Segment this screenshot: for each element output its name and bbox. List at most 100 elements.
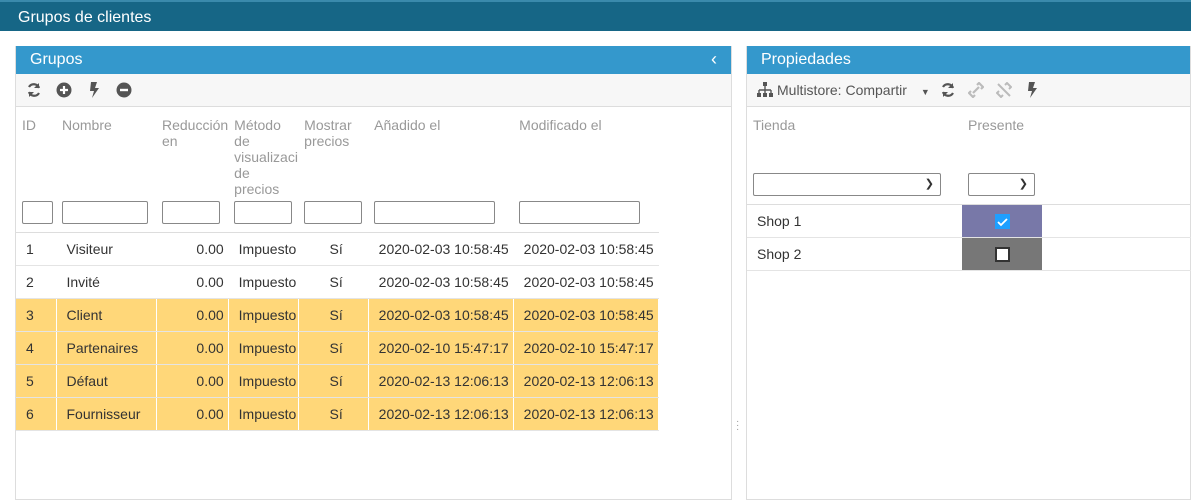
cell-name: Visiteur xyxy=(56,232,157,266)
properties-toolbar: Multistore: Compartir ▼ xyxy=(747,74,1190,107)
cell-reduction: 0.00 xyxy=(156,232,229,266)
groups-panel-header: Grupos ‹ xyxy=(16,46,731,74)
cell-shop: Shop 2 xyxy=(747,237,962,271)
cell-show-prices: Sí xyxy=(298,232,369,266)
cell-price-method: Impuesto i xyxy=(228,397,299,431)
col-shop[interactable]: Tienda xyxy=(753,117,796,133)
table-row[interactable]: 1 Visiteur 0.00 Impuesto i Sí 2020-02-03 10:5… xyxy=(16,232,659,266)
table-row[interactable]: 2 Invité 0.00 Impuesto i Sí 2020-02-03 10:58:… xyxy=(16,265,659,299)
cell-modified: 2020-02-03 10:58:45 xyxy=(513,232,659,266)
checkbox-checked[interactable] xyxy=(994,214,1010,230)
chevron-down-icon: ❯ xyxy=(1018,178,1028,190)
col-modified[interactable]: Modificado el xyxy=(519,117,602,133)
cell-modified: 2020-02-03 10:58:45 xyxy=(513,298,659,332)
cell-id: 2 xyxy=(16,265,57,299)
col-added[interactable]: Añadido el xyxy=(374,117,441,133)
groups-panel: Grupos ‹ ID Nombre Reducción en Método d… xyxy=(15,46,732,500)
cell-id: 1 xyxy=(16,232,57,266)
cell-name: Défaut xyxy=(56,364,157,398)
cell-show-prices: Sí xyxy=(298,331,369,365)
filter-name[interactable] xyxy=(62,201,148,224)
filter-shop-select[interactable]: ❯ xyxy=(753,173,941,196)
cell-added: 2020-02-03 10:58:45 xyxy=(368,265,514,299)
cell-show-prices: Sí xyxy=(298,265,369,299)
caret-down-icon: ▼ xyxy=(920,87,930,97)
cell-shop: Shop 1 xyxy=(747,204,962,238)
cell-name: Fournisseur xyxy=(56,397,157,431)
splitter-handle[interactable]: · · · xyxy=(736,416,740,435)
unlink-icon[interactable] xyxy=(994,80,1014,100)
refresh-icon[interactable] xyxy=(938,80,958,100)
collapse-icon[interactable]: ‹ xyxy=(711,49,717,69)
table-row[interactable]: Shop 2 xyxy=(747,237,1191,271)
bolt-icon[interactable] xyxy=(84,80,104,100)
filter-modified[interactable] xyxy=(519,201,641,224)
col-reduction[interactable]: Reducción en xyxy=(162,117,229,149)
table-row[interactable]: 5 Défaut 0.00 Impuesto i Sí 2020-02-13 12:06:… xyxy=(16,364,659,398)
cell-added: 2020-02-03 10:58:45 xyxy=(368,232,514,266)
filter-present-select[interactable]: ❯ xyxy=(968,173,1035,196)
cell-price-method: Impuesto i xyxy=(228,331,299,365)
col-name[interactable]: Nombre xyxy=(62,117,112,133)
checkbox-unchecked[interactable] xyxy=(994,247,1010,263)
cell-id: 6 xyxy=(16,397,57,431)
cell-show-prices: Sí xyxy=(298,364,369,398)
col-show-prices[interactable]: Mostrar precios xyxy=(304,117,352,149)
table-row[interactable]: 3 Client 0.00 Impuesto i Sí 2020-02-03 10:58:… xyxy=(16,298,659,332)
cell-name: Client xyxy=(56,298,157,332)
cell-name: Partenaires xyxy=(56,331,157,365)
multistore-label: Multistore: Compartir xyxy=(777,82,907,98)
cell-id: 3 xyxy=(16,298,57,332)
filter-show-prices[interactable] xyxy=(304,201,363,224)
cell-name: Invité xyxy=(56,265,157,299)
cell-price-method: Impuesto i xyxy=(228,298,299,332)
cell-id: 4 xyxy=(16,331,57,365)
cell-added: 2020-02-13 12:06:13 xyxy=(368,397,514,431)
refresh-icon[interactable] xyxy=(24,80,44,100)
groups-table: ID Nombre Reducción en Método de visuali… xyxy=(16,107,659,431)
shops-table: Tienda Presente ❯ ❯ Shop 1 Shop 2 xyxy=(747,107,1191,271)
cell-modified: 2020-02-10 15:47:17 xyxy=(513,331,659,365)
cell-reduction: 0.00 xyxy=(156,331,229,365)
cell-show-prices: Sí xyxy=(298,397,369,431)
cell-modified: 2020-02-03 10:58:45 xyxy=(513,265,659,299)
col-present[interactable]: Presente xyxy=(968,117,1025,133)
link-icon[interactable] xyxy=(966,80,986,100)
properties-panel: Propiedades Multistore: Compartir ▼ Tien… xyxy=(746,46,1191,500)
table-row[interactable]: Shop 1 xyxy=(747,204,1191,238)
cell-reduction: 0.00 xyxy=(156,397,229,431)
table-row[interactable]: 6 Fournisseur 0.00 Impuesto i Sí 2020-02-13 1… xyxy=(16,397,659,431)
cell-present xyxy=(962,237,1042,271)
cell-added: 2020-02-10 15:47:17 xyxy=(368,331,514,365)
col-id[interactable]: ID xyxy=(22,117,36,133)
cell-modified: 2020-02-13 12:06:13 xyxy=(513,397,659,431)
bolt-icon[interactable] xyxy=(1022,80,1042,100)
cell-added: 2020-02-13 12:06:13 xyxy=(368,364,514,398)
table-row[interactable]: 4 Partenaires 0.00 Impuesto i Sí 2020-02-10 1… xyxy=(16,331,659,365)
cell-id: 5 xyxy=(16,364,57,398)
cell-price-method: Impuesto i xyxy=(228,265,299,299)
filter-reduction[interactable] xyxy=(162,201,220,224)
properties-panel-title: Propiedades xyxy=(761,51,851,68)
cell-modified: 2020-02-13 12:06:13 xyxy=(513,364,659,398)
remove-icon[interactable] xyxy=(114,80,134,100)
window-title: Grupos de clientes xyxy=(0,0,1191,31)
cell-price-method: Impuesto i xyxy=(228,232,299,266)
cell-present xyxy=(962,204,1042,238)
add-icon[interactable] xyxy=(54,80,74,100)
cell-reduction: 0.00 xyxy=(156,265,229,299)
cell-reduction: 0.00 xyxy=(156,298,229,332)
cell-added: 2020-02-03 10:58:45 xyxy=(368,298,514,332)
groups-panel-title: Grupos xyxy=(30,51,83,68)
filter-added[interactable] xyxy=(374,201,496,224)
col-price-method[interactable]: Método de visualizació de precios xyxy=(234,117,298,197)
cell-reduction: 0.00 xyxy=(156,364,229,398)
sitemap-icon xyxy=(755,80,775,100)
multistore-dropdown[interactable]: Multistore: Compartir ▼ xyxy=(777,82,930,98)
cell-show-prices: Sí xyxy=(298,298,369,332)
filter-id[interactable] xyxy=(22,201,53,224)
chevron-down-icon: ❯ xyxy=(924,178,934,190)
cell-price-method: Impuesto i xyxy=(228,364,299,398)
groups-toolbar xyxy=(16,74,731,107)
filter-price-method[interactable] xyxy=(234,201,293,224)
